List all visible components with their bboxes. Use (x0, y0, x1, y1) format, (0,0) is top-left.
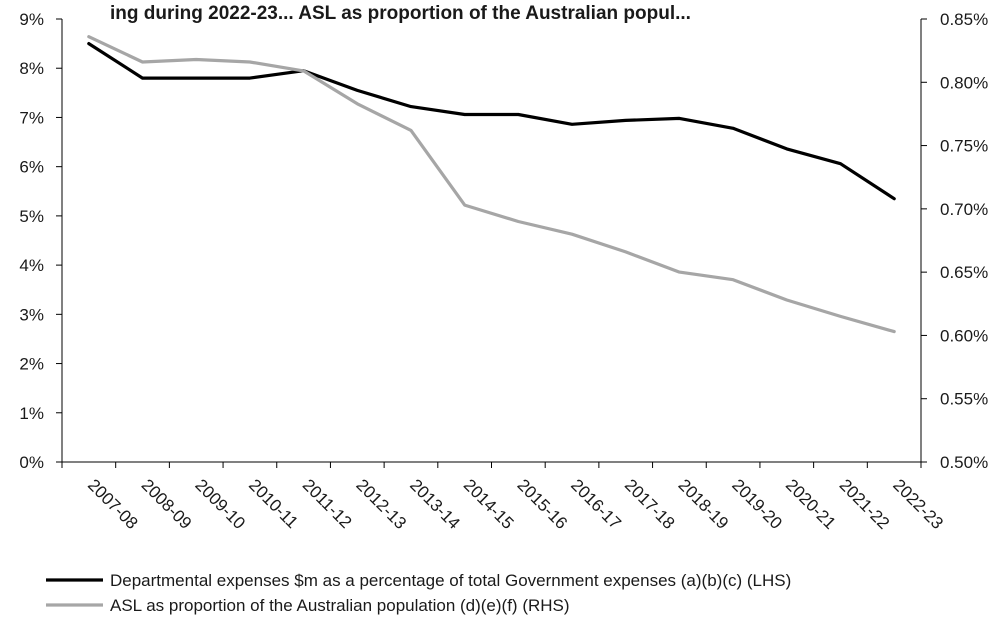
left-tick-label: 6% (19, 158, 44, 177)
x-tick-label: 2012-13 (352, 475, 410, 533)
x-tick-label: 2009-10 (191, 475, 249, 533)
x-tick-label: 2011-12 (299, 475, 356, 532)
x-tick-label: 2021-22 (836, 475, 894, 533)
right-tick-label: 0.60% (940, 326, 988, 345)
x-tick-label: 2016-17 (567, 475, 625, 533)
right-tick-label: 0.70% (940, 200, 988, 219)
x-tick-label: 2020-21 (782, 475, 840, 533)
right-tick-label: 0.65% (940, 263, 988, 282)
legend-label-series-1: Departmental expenses $m as a percentage… (110, 571, 791, 590)
left-tick-label: 8% (19, 59, 44, 78)
right-axis-ticks: 0.50% 0.55% 0.60% 0.65% 0.70% 0.75% 0.80% 0.85% (921, 10, 988, 472)
x-tick-label: 2017-18 (621, 475, 679, 533)
right-tick-label: 0.85% (940, 10, 988, 29)
x-tick-label: 2015-16 (514, 475, 572, 533)
series-lines (87, 35, 896, 334)
chart-title: ing during 2022-23... ASL as proportion … (110, 3, 691, 24)
left-tick-label: 5% (19, 207, 44, 226)
x-axis-ticks: 2007-082008-092009-102010-112011-122012-… (61, 462, 947, 533)
x-tick-label: 2019-20 (728, 475, 786, 533)
series-line-1 (87, 41, 896, 201)
left-tick-label: 7% (19, 108, 44, 127)
x-tick-label: 2018-19 (675, 475, 733, 533)
series-line-2 (87, 35, 896, 334)
left-tick-label: 4% (19, 256, 44, 275)
x-tick-label: 2008-09 (138, 475, 196, 533)
left-axis-ticks: 0% 1% 2% 3% 4% 5% 6% 7% 8% 9% (19, 10, 62, 472)
left-tick-label: 2% (19, 355, 44, 374)
right-tick-label: 0.55% (940, 390, 988, 409)
x-tick-label: 2010-11 (245, 475, 302, 532)
x-tick-label: 2022-23 (889, 475, 947, 533)
right-tick-label: 0.75% (940, 137, 988, 156)
plot-area (61, 19, 922, 463)
left-tick-label: 0% (19, 453, 44, 472)
left-tick-label: 9% (19, 10, 44, 29)
legend-label-series-2: ASL as proportion of the Australian popu… (110, 596, 570, 615)
right-tick-label: 0.80% (940, 73, 988, 92)
right-tick-label: 0.50% (940, 453, 988, 472)
x-tick-label: 2013-14 (406, 475, 464, 533)
x-tick-label: 2007-08 (84, 475, 142, 533)
left-tick-label: 1% (19, 404, 44, 423)
legend: Departmental expenses $m as a percentage… (46, 571, 791, 615)
left-tick-label: 3% (19, 305, 44, 324)
x-tick-label: 2014-15 (460, 475, 518, 533)
